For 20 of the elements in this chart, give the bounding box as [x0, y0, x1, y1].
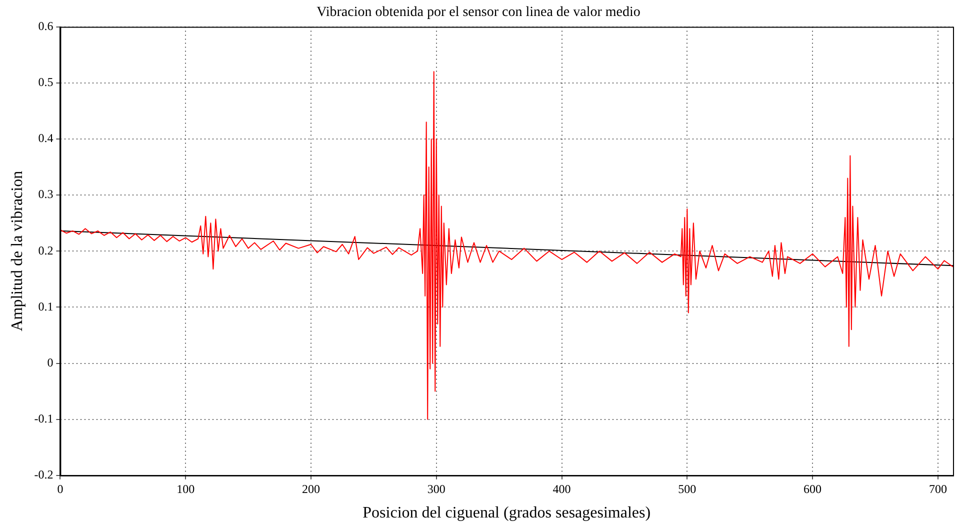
y-tick-label: 0 [47, 355, 54, 370]
x-tick-label: 200 [302, 482, 320, 496]
y-tick-label: -0.1 [34, 411, 54, 426]
x-tick-label: 0 [57, 482, 64, 496]
y-tick-label: 0.1 [38, 299, 54, 314]
y-axis-title: Amplitud de la vibracion [8, 170, 26, 332]
y-tick-label: 0.5 [38, 75, 54, 90]
x-tick-label: 300 [427, 482, 446, 496]
y-tick-label: -0.2 [34, 468, 54, 482]
x-tick-label: 500 [678, 482, 696, 496]
x-tick-label: 700 [928, 482, 947, 496]
x-axis-title: Posicion del ciguenal (grados sesagesimales) [362, 504, 651, 522]
x-tick-label: 100 [176, 482, 195, 496]
y-tick-label: 0.3 [38, 187, 54, 202]
chart-title: Vibracion obtenida por el sensor con linea de valor medio [316, 5, 640, 20]
y-tick-label: 0.4 [38, 131, 54, 146]
x-tick-label: 600 [804, 482, 822, 496]
y-tick-label: 0.2 [38, 243, 54, 258]
y-tick-label: 0.6 [38, 18, 54, 33]
x-tick-label: 400 [552, 482, 571, 496]
